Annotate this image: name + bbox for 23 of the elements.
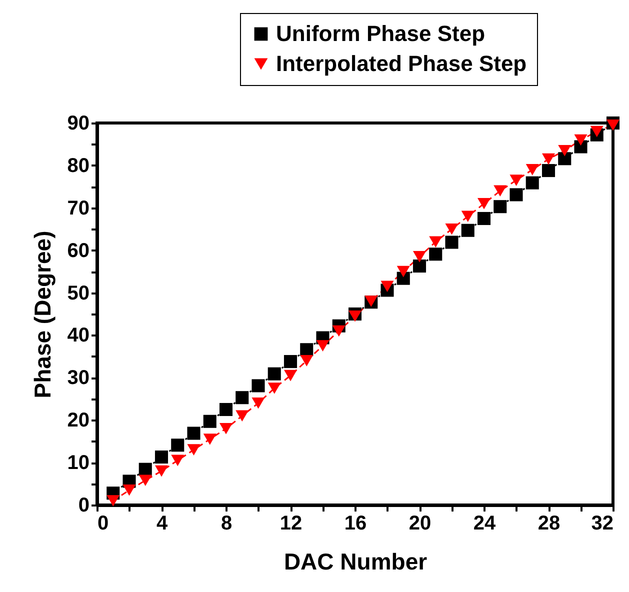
y-tick-label: 20 xyxy=(67,410,90,432)
y-tick-label: 70 xyxy=(67,197,90,220)
x-tick-label: 28 xyxy=(538,512,560,534)
y-tick-label: 10 xyxy=(67,452,90,474)
x-tick-label: 20 xyxy=(408,512,432,534)
y-axis-title: Phase (Degree) xyxy=(29,230,56,398)
x-tick-label: 16 xyxy=(344,512,367,534)
y-tick-label: 50 xyxy=(67,282,90,304)
x-tick-label: 0 xyxy=(98,512,109,534)
y-tick-label: 40 xyxy=(67,324,90,347)
y-tick-label: 60 xyxy=(67,240,90,262)
y-tick-label: 80 xyxy=(67,154,90,177)
x-axis-title: DAC Number xyxy=(284,548,428,574)
legend-label: Uniform Phase Step xyxy=(276,21,486,46)
x-tick-label: 32 xyxy=(591,512,614,534)
x-tick-label: 24 xyxy=(473,512,496,534)
y-tick-label: 0 xyxy=(78,494,90,516)
legend-label: Interpolated Phase Step xyxy=(276,51,527,76)
x-tick-label: 8 xyxy=(220,512,232,534)
y-tick-label: 90 xyxy=(67,112,90,134)
x-tick-label: 4 xyxy=(156,512,168,534)
x-tick-label: 12 xyxy=(280,512,302,534)
y-tick-label: 30 xyxy=(67,367,90,390)
